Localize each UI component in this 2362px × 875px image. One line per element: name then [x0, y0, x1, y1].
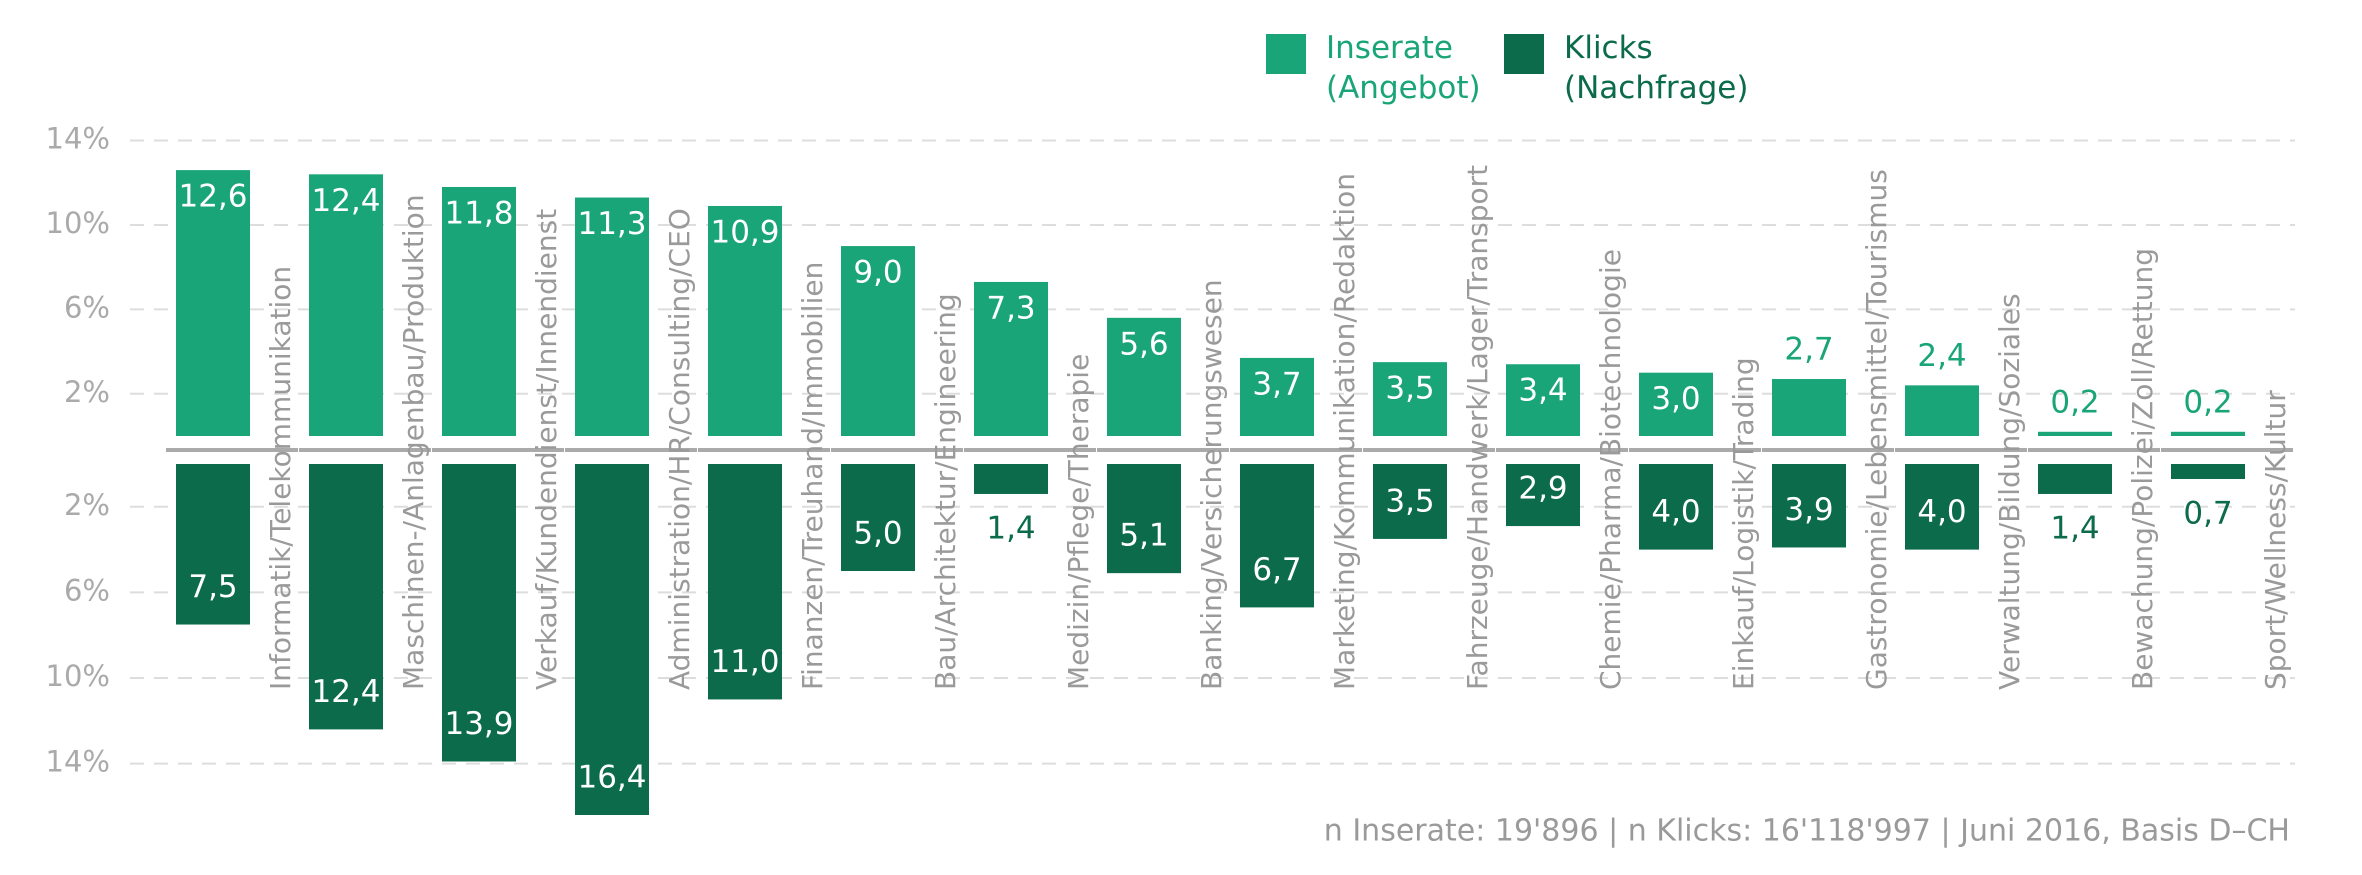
- bar: [708, 205, 782, 436]
- bar: [1905, 464, 1979, 550]
- y-tick-label: 10%: [46, 659, 110, 693]
- value-label: 10,9: [710, 214, 779, 250]
- x-tick-label: Chemie/Pharma/Biotechnologie: [1594, 249, 1627, 690]
- bar: [974, 281, 1048, 436]
- bar: [575, 464, 649, 815]
- bar: [442, 186, 516, 436]
- value-label: 1,4: [986, 510, 1035, 546]
- bar: [1107, 464, 1181, 574]
- bar: [1905, 385, 1979, 436]
- y-tick-label: 6%: [64, 290, 110, 324]
- bar: [1772, 464, 1846, 548]
- x-tick-label: Bau/Architektur/Engineering: [929, 293, 962, 690]
- x-tick-label: Verwaltung/Bildung/Soziales: [1993, 293, 2026, 690]
- y-tick-label: 10%: [46, 206, 110, 240]
- value-label: 0,2: [2050, 384, 2099, 420]
- value-label: 3,0: [1651, 381, 1700, 417]
- value-label: 2,7: [1784, 332, 1833, 368]
- value-label: 13,9: [444, 706, 513, 742]
- note: n Inserate: 19'896 | n Klicks: 16'118'99…: [1324, 814, 2290, 849]
- value-label: 0,7: [2183, 495, 2232, 531]
- y-tick-label: 14%: [46, 122, 110, 156]
- x-tick-label: Marketing/Kommunikation/Redaktion: [1328, 173, 1361, 690]
- bar: [1373, 464, 1447, 539]
- bar: [1373, 362, 1447, 436]
- bar: [2171, 464, 2245, 479]
- bar: [708, 464, 782, 700]
- bar: [1240, 464, 1314, 608]
- value-label: 4,0: [1651, 494, 1700, 530]
- bar: [1506, 364, 1580, 436]
- bar: [176, 464, 250, 625]
- y-tick-label: 6%: [64, 573, 110, 607]
- legend-swatch: [1504, 34, 1544, 74]
- value-label: 11,8: [444, 195, 513, 231]
- bar: [2038, 431, 2112, 436]
- bar: [974, 464, 1048, 494]
- value-label: 3,9: [1784, 492, 1833, 528]
- x-tick-label: Einkauf/Logistik/Trading: [1727, 357, 1760, 690]
- bar: [841, 464, 915, 572]
- value-label: 12,4: [311, 674, 380, 710]
- value-label: 5,6: [1119, 326, 1168, 362]
- value-label: 0,2: [2183, 384, 2232, 420]
- x-tick-label: Fahrzeuge/Handwerk/Lager/Transport: [1461, 165, 1494, 690]
- value-label: 3,5: [1385, 371, 1434, 407]
- value-label: 6,7: [1252, 552, 1301, 588]
- value-label: 4,0: [1917, 494, 1966, 530]
- bar: [1240, 357, 1314, 436]
- legend-label: Inserate (Angebot): [1326, 30, 1481, 106]
- x-tick-label: Finanzen/Treuhand/Immobilien: [796, 262, 829, 690]
- bar: [309, 174, 383, 436]
- x-tick-label: Informatik/Telekommunikation: [264, 266, 297, 690]
- legend-label: Klicks (Nachfrage): [1564, 30, 1749, 106]
- bar: [2038, 464, 2112, 494]
- x-tick-label: Maschinen-/Anlagenbau/Produktion: [397, 194, 430, 690]
- bar: [1506, 464, 1580, 527]
- x-tick-label: Verkauf/Kundendienst/Innendienst: [530, 209, 563, 690]
- value-label: 1,4: [2050, 510, 2099, 546]
- value-label: 7,5: [188, 569, 237, 605]
- bar: [575, 197, 649, 436]
- y-tick-label: 2%: [64, 488, 110, 522]
- value-label: 3,4: [1518, 373, 1567, 409]
- bar: [2171, 431, 2245, 436]
- bar: [309, 464, 383, 730]
- bar: [1107, 317, 1181, 436]
- value-label: 12,4: [311, 183, 380, 219]
- value-label: 11,0: [710, 644, 779, 680]
- x-tick-label: Bewachung/Polizei/Zoll/Rettung: [2126, 248, 2159, 690]
- value-label: 3,7: [1252, 366, 1301, 402]
- x-tick-label: Banking/Versicherungswesen: [1195, 279, 1228, 690]
- value-label: 11,3: [577, 206, 646, 242]
- legend-swatch: [1266, 34, 1306, 74]
- bar: [841, 246, 915, 436]
- value-label: 2,4: [1917, 338, 1966, 374]
- y-tick-label: 14%: [46, 745, 110, 779]
- x-tick-label: Medizin/Pflege/Therapie: [1062, 354, 1095, 690]
- bar: [176, 170, 250, 436]
- bar: [1639, 464, 1713, 550]
- bar: [1772, 379, 1846, 436]
- value-label: 3,5: [1385, 483, 1434, 519]
- value-label: 9,0: [853, 255, 902, 291]
- bar: [1639, 372, 1713, 436]
- x-tick-label: Administration/HR/Consulting/CEO: [663, 208, 696, 690]
- value-label: 7,3: [986, 290, 1035, 326]
- value-label: 5,1: [1119, 518, 1168, 554]
- value-label: 2,9: [1518, 471, 1567, 507]
- value-label: 12,6: [178, 179, 247, 215]
- value-label: 5,0: [853, 516, 902, 552]
- x-tick-label: Sport/Wellness/Kultur: [2259, 390, 2292, 690]
- value-label: 16,4: [577, 760, 646, 796]
- x-tick-label: Gastronomie/Lebensmittel/Tourismus: [1860, 169, 1893, 690]
- bar: [442, 464, 516, 762]
- y-tick-label: 2%: [64, 375, 110, 409]
